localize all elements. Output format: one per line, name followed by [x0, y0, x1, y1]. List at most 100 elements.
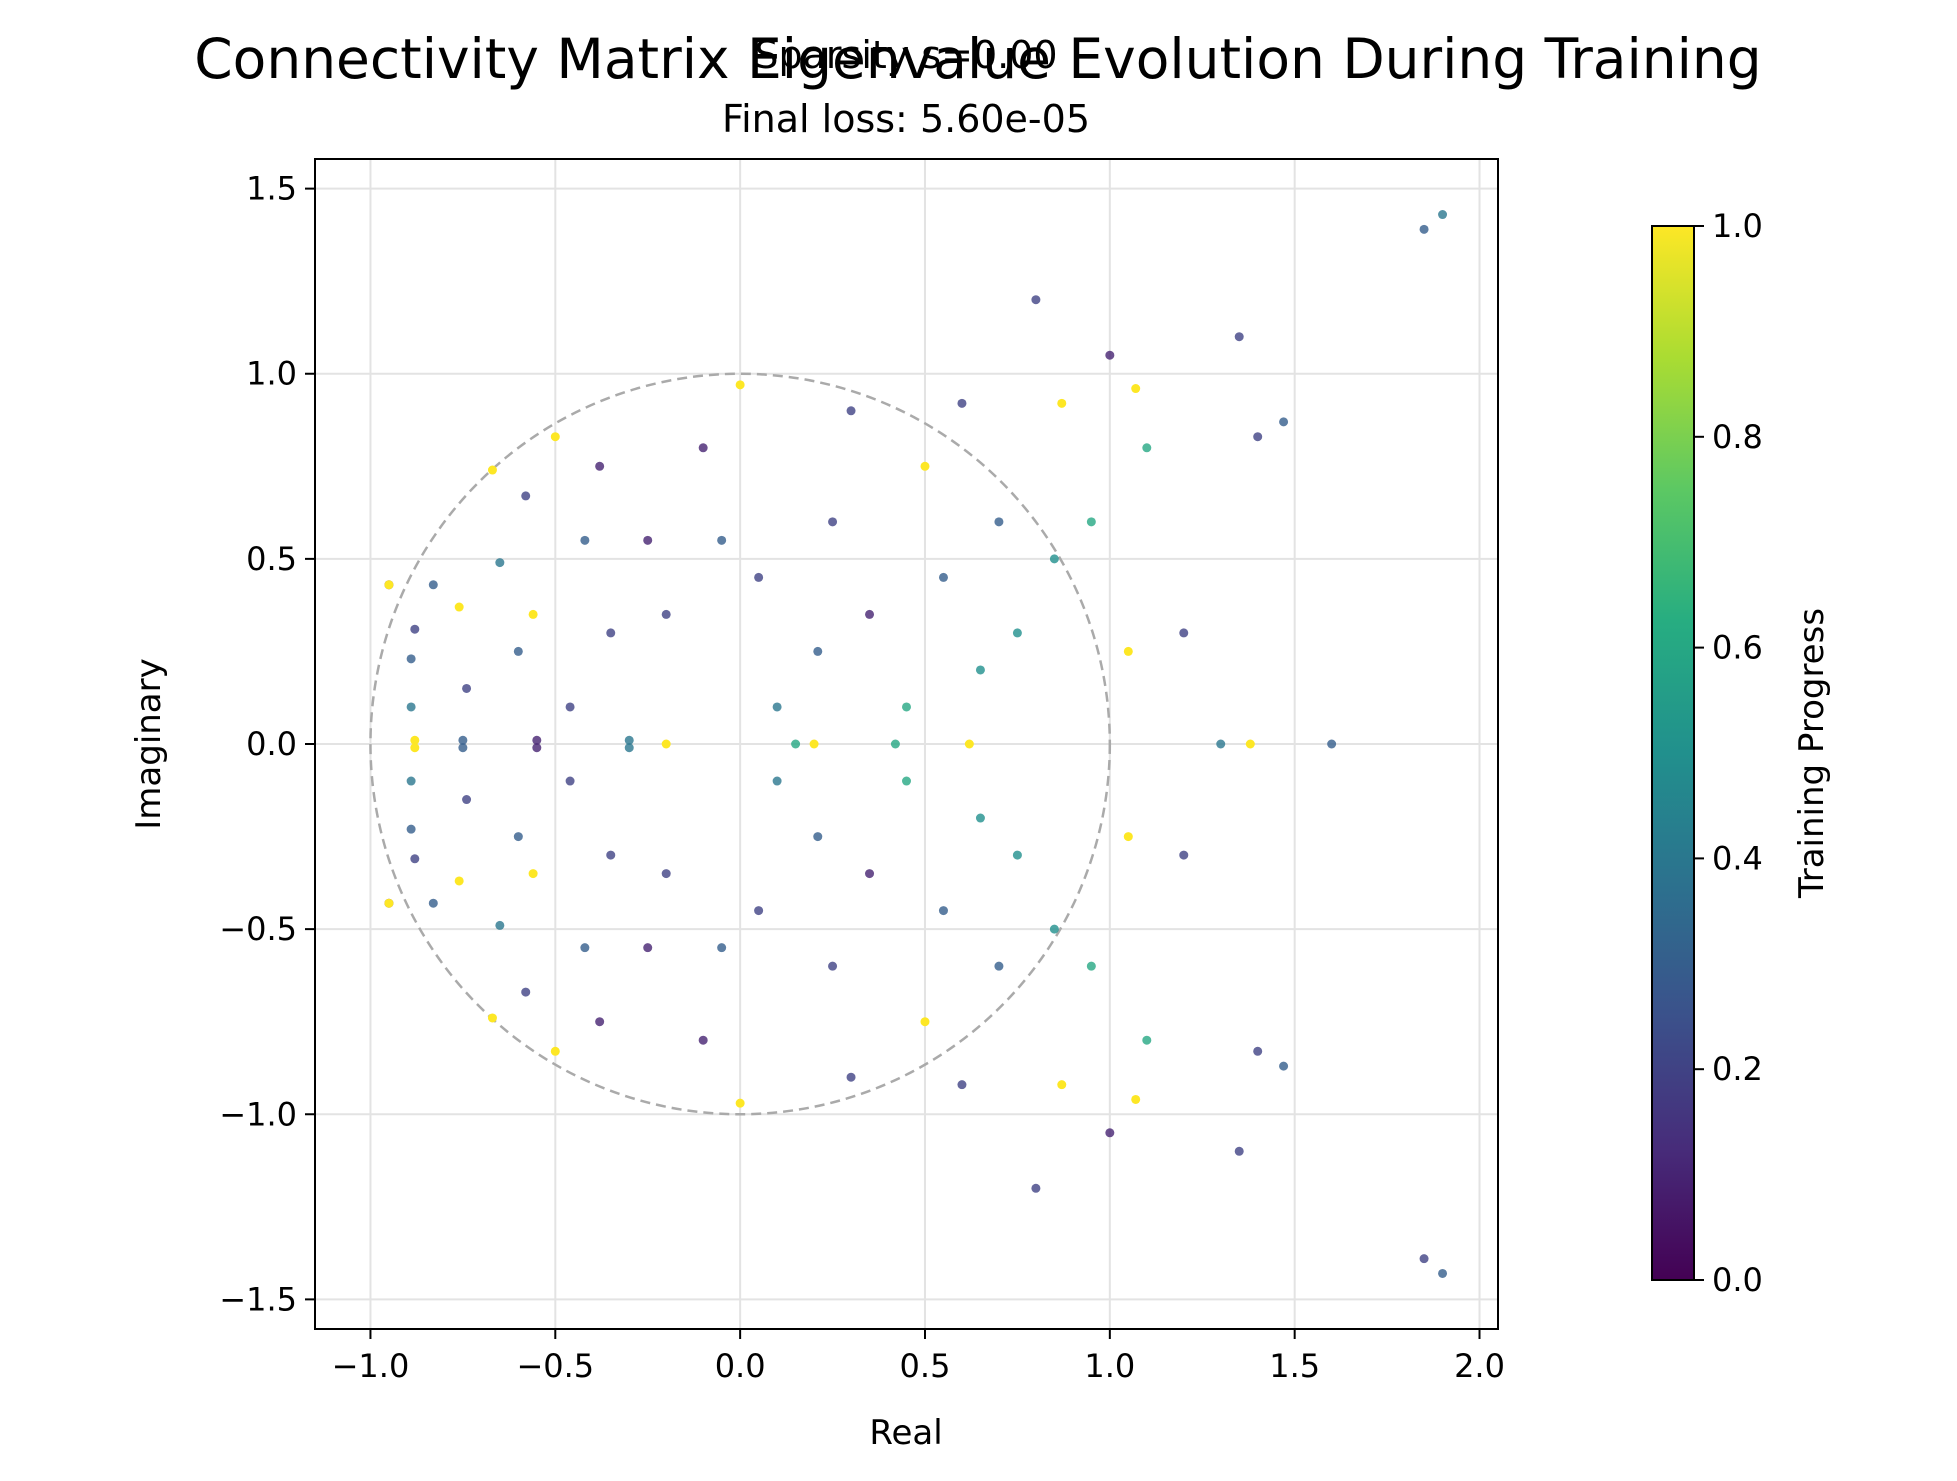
eigenvalue-point — [462, 683, 472, 693]
eigenvalue-point — [1142, 443, 1152, 453]
eigenvalue-point — [1123, 832, 1133, 842]
eigenvalue-point — [1327, 739, 1337, 749]
eigenvalue-point — [1057, 398, 1067, 408]
eigenvalue-point — [975, 665, 985, 675]
eigenvalue-point — [384, 898, 394, 908]
eigenvalue-point — [828, 961, 838, 971]
y-tick-label: −1.0 — [219, 1095, 297, 1133]
eigenvalue-point — [1031, 295, 1041, 305]
eigenvalue-point — [1245, 739, 1255, 749]
eigenvalue-point — [454, 602, 464, 612]
x-axis-ticks: −1.0 −0.5 0.0 0.5 1.0 1.5 2.0 — [332, 1329, 1505, 1385]
eigenvalue-point — [828, 517, 838, 527]
eigenvalue-point — [406, 702, 416, 712]
y-tick-label: 0.5 — [246, 540, 297, 578]
eigenvalue-point — [410, 743, 420, 753]
eigenvalue-point — [735, 1098, 745, 1108]
eigenvalue-point — [661, 869, 671, 879]
x-tick-label: −1.0 — [332, 1347, 410, 1385]
eigenvalue-point — [495, 558, 505, 568]
eigenvalue-point — [458, 735, 468, 745]
eigenvalue-point — [735, 380, 745, 390]
x-tick-label: 2.0 — [1454, 1347, 1505, 1385]
eigenvalue-point — [1031, 1183, 1041, 1193]
eigenvalue-point — [772, 776, 782, 786]
colorbar-tick-label: 0.2 — [1712, 1050, 1763, 1088]
unit-circle-layer — [369, 372, 1112, 1116]
eigenvalue-point — [938, 572, 948, 582]
y-tick-label: 1.5 — [246, 170, 297, 208]
colorbar-tick-label: 0.6 — [1712, 629, 1763, 667]
grid-lines — [315, 159, 1498, 1329]
eigenvalue-point — [865, 869, 875, 879]
eigenvalue-point — [513, 646, 523, 656]
eigenvalue-point — [606, 628, 616, 638]
y-axis-label: Imaginary — [129, 658, 169, 830]
eigenvalue-point — [994, 961, 1004, 971]
eigenvalue-point — [1279, 417, 1289, 427]
colorbar-bar — [1651, 225, 1695, 1281]
eigenvalue-point — [1438, 210, 1448, 220]
eigenvalue-point — [454, 876, 464, 886]
eigenvalue-point — [521, 491, 531, 501]
eigenvalue-point — [428, 898, 438, 908]
eigenvalue-point — [938, 906, 948, 916]
scatter-points — [384, 210, 1448, 1278]
eigenvalue-point — [1131, 1094, 1141, 1104]
colorbar-tick-label: 0.8 — [1712, 418, 1763, 456]
y-tick-label: −1.5 — [219, 1280, 297, 1318]
eigenvalue-point — [550, 432, 560, 442]
eigenvalue-point — [1234, 332, 1244, 342]
axes-title-line1: Sparsity s=0.00 — [754, 33, 1057, 77]
eigenvalue-point — [565, 776, 575, 786]
eigenvalue-point — [1279, 1061, 1289, 1071]
eigenvalue-point — [532, 735, 542, 745]
eigenvalue-point — [580, 535, 590, 545]
eigenvalue-point — [1234, 1146, 1244, 1156]
eigenvalue-point — [1012, 850, 1022, 860]
eigenvalue-point — [957, 1080, 967, 1090]
eigenvalue-point — [890, 739, 900, 749]
eigenvalue-point — [406, 824, 416, 834]
eigenvalue-point — [521, 987, 531, 997]
eigenvalue-point — [595, 461, 605, 471]
eigenvalue-point — [495, 920, 505, 930]
x-tick-label: 1.0 — [1084, 1347, 1135, 1385]
y-axis-ticks: −1.5 −1.0 −0.5 0.0 0.5 1.0 1.5 — [219, 170, 315, 1318]
eigenvalue-point — [1253, 1046, 1263, 1056]
eigenvalue-point — [1216, 739, 1226, 749]
eigenvalue-point — [1419, 1254, 1429, 1264]
eigenvalue-point — [458, 743, 468, 753]
eigenvalue-point — [698, 1035, 708, 1045]
y-tick-label: 0.0 — [246, 725, 297, 763]
eigenvalue-point — [717, 943, 727, 953]
eigenvalue-point — [964, 739, 974, 749]
eigenvalue-point — [1057, 1080, 1067, 1090]
figure-suptitle: Connectivity Matrix Eigenvalue Evolution… — [194, 27, 1761, 91]
eigenvalue-point — [384, 580, 394, 590]
eigenvalue-point — [406, 654, 416, 664]
y-tick-label: 1.0 — [246, 355, 297, 393]
eigenvalue-point — [643, 535, 653, 545]
x-tick-label: 0.5 — [900, 1347, 951, 1385]
eigenvalue-point — [1012, 628, 1022, 638]
eigenvalue-point — [1086, 517, 1096, 527]
eigenvalue-point — [580, 943, 590, 953]
eigenvalue-point — [975, 813, 985, 823]
eigenvalue-point — [565, 702, 575, 712]
colorbar-tick-label: 0.0 — [1712, 1261, 1763, 1299]
eigenvalue-point — [994, 517, 1004, 527]
eigenvalue-point — [717, 535, 727, 545]
eigenvalue-point — [532, 743, 542, 753]
eigenvalue-point — [606, 850, 616, 860]
eigenvalue-point — [1131, 384, 1141, 394]
eigenvalue-point — [1049, 924, 1059, 934]
eigenvalue-point — [920, 461, 930, 471]
y-tick-label: −0.5 — [219, 910, 297, 948]
eigenvalue-point — [550, 1046, 560, 1056]
eigenvalue-point — [661, 739, 671, 749]
colorbar-ticks: 0.0 0.2 0.4 0.6 0.8 1.0 — [1694, 207, 1763, 1299]
eigenvalue-point — [410, 854, 420, 864]
eigenvalue-point — [428, 580, 438, 590]
eigenvalue-point — [846, 406, 856, 416]
